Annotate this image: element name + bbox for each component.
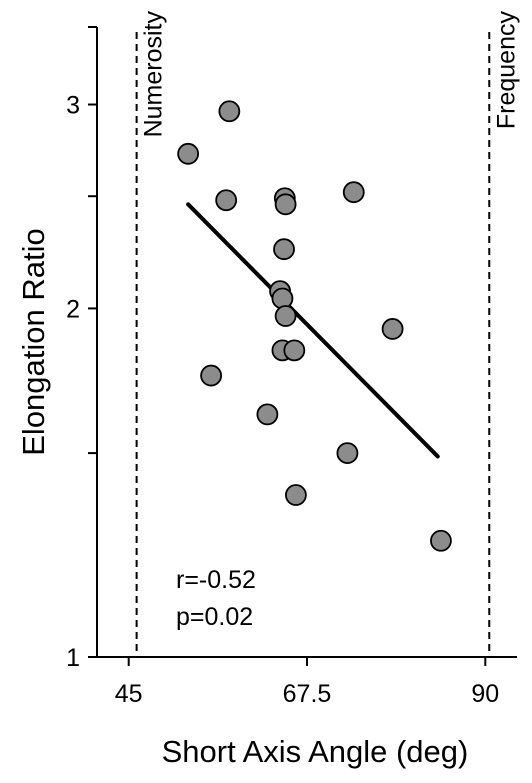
p-value-annotation: p=0.02 — [176, 603, 253, 631]
reference-line-label-1: Numerosity — [140, 11, 168, 138]
reference-line-label-2: Frequency — [492, 11, 520, 130]
trend-line — [186, 202, 440, 459]
data-point-7 — [273, 238, 295, 261]
data-point-5 — [274, 193, 297, 216]
data-point-2 — [177, 142, 200, 165]
y-tick-label-1: 1 — [66, 644, 80, 672]
trendline-layer — [186, 202, 440, 459]
data-point-16 — [336, 442, 359, 464]
data-point-15 — [256, 403, 279, 426]
axes-layer: 1 2 3 45 67.5 90 — [66, 26, 517, 708]
data-point-10 — [274, 305, 297, 327]
y-tick-label-2: 2 — [66, 295, 80, 323]
data-point-11 — [381, 318, 404, 340]
correlation-annotation: r=-0.52 — [176, 566, 256, 594]
x-axis-label: Short Axis Angle (deg) — [162, 734, 469, 769]
x-tick-label-2: 67.5 — [283, 680, 332, 708]
data-point-3 — [215, 189, 238, 212]
x-tick-label-3: 90 — [471, 680, 499, 708]
data-point-18 — [430, 529, 452, 552]
data-point-6 — [342, 181, 365, 204]
data-point-1 — [218, 100, 241, 123]
reference-lines-layer: Numerosity Frequency — [135, 11, 520, 657]
y-tick-label-3: 3 — [66, 92, 80, 120]
data-points-layer — [177, 100, 452, 552]
data-point-14 — [200, 364, 223, 387]
data-point-13 — [283, 339, 306, 362]
y-axis-label: Elongation Ratio — [16, 228, 51, 456]
x-tick-label-1: 45 — [115, 680, 143, 708]
data-point-9 — [271, 287, 294, 310]
data-point-17 — [285, 484, 307, 506]
